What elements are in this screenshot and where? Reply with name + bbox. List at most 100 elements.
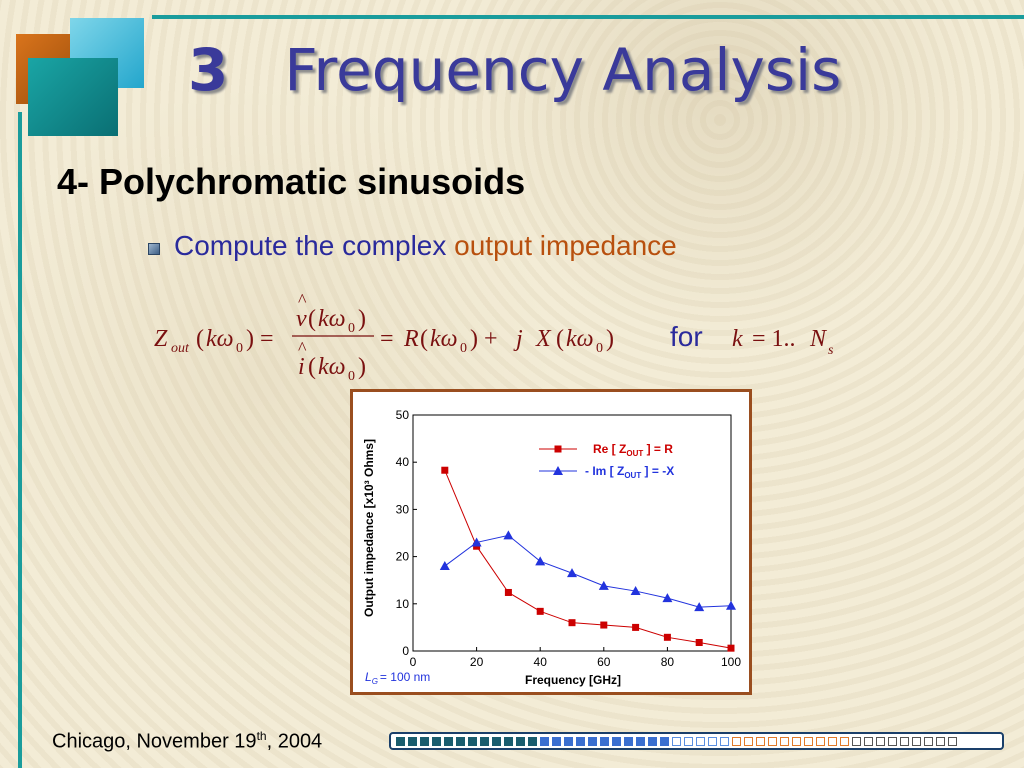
progress-cell	[876, 736, 885, 746]
progress-cell	[576, 736, 585, 746]
progress-cell	[804, 736, 813, 746]
progress-cell	[852, 736, 861, 746]
title-number: 3	[188, 36, 229, 104]
progress-cell	[528, 736, 537, 746]
progress-cell	[564, 736, 573, 746]
svg-text:): )	[358, 354, 366, 380]
svg-text:R: R	[403, 326, 419, 352]
svg-text:0: 0	[348, 321, 355, 336]
legend-label: - Im [ ZOUT ] = -X	[585, 464, 674, 480]
data-point-im	[630, 586, 641, 596]
progress-cell	[840, 736, 849, 746]
legend-marker	[554, 445, 562, 453]
x-tick-label: 60	[597, 655, 611, 669]
progress-cell	[816, 736, 825, 746]
progress-cell	[468, 736, 477, 746]
footer-suffix: , 2004	[266, 730, 323, 753]
svg-text:s: s	[828, 343, 834, 358]
series-line-re	[444, 470, 732, 649]
data-point-re	[727, 644, 735, 652]
progress-cell	[612, 736, 621, 746]
y-tick-label: 0	[402, 644, 409, 658]
progress-cell	[924, 736, 933, 746]
data-point-re	[600, 621, 608, 629]
progress-cell	[684, 736, 693, 746]
data-point-re	[695, 639, 703, 647]
svg-text:(: (	[420, 326, 428, 352]
data-point-im	[598, 580, 609, 590]
data-point-im	[471, 537, 482, 547]
series-line-im	[444, 534, 732, 608]
footer-sup: th	[256, 729, 267, 743]
svg-text:kω: kω	[318, 306, 346, 332]
for-label: for	[670, 321, 703, 352]
progress-cell	[732, 736, 741, 746]
progress-cell	[444, 736, 453, 746]
progress-cell	[948, 736, 957, 746]
data-point-im	[694, 602, 705, 612]
progress-cell	[756, 736, 765, 746]
plot-area-frame	[412, 414, 732, 652]
data-point-re	[663, 633, 671, 641]
progress-cell	[588, 736, 597, 746]
svg-text:j: j	[513, 326, 523, 352]
svg-text:(: (	[308, 306, 316, 332]
progress-cell	[456, 736, 465, 746]
decor-square-teal	[28, 58, 118, 136]
svg-text:) +: ) +	[470, 326, 498, 352]
progress-cell	[864, 736, 873, 746]
progress-cell	[432, 736, 441, 746]
svg-text:(: (	[308, 354, 316, 380]
progress-cell	[540, 736, 549, 746]
svg-text:X: X	[535, 326, 552, 352]
svg-text:kω: kω	[318, 354, 346, 380]
svg-text:kω: kω	[430, 326, 458, 352]
k-range-equation: k = 1.. N s	[732, 326, 834, 358]
progress-cell	[912, 736, 921, 746]
svg-text:N: N	[809, 326, 828, 352]
progress-cell	[768, 736, 777, 746]
progress-cell	[780, 736, 789, 746]
progress-cell	[504, 736, 513, 746]
data-point-im	[567, 568, 577, 578]
svg-text:=: =	[380, 326, 394, 352]
progress-cell	[660, 736, 669, 746]
lg-annotation: LG = 100 nm	[365, 670, 430, 686]
slide-progress-bar	[389, 732, 1004, 750]
svg-text:0: 0	[596, 341, 603, 356]
data-point-re	[504, 588, 512, 596]
progress-cell	[792, 736, 801, 746]
legend-marker	[553, 466, 563, 475]
title-text: Frequency Analysis	[284, 36, 842, 104]
data-point-re	[441, 466, 449, 474]
svg-text:i: i	[298, 354, 305, 380]
legend-label: Re [ ZOUT ] = R	[593, 442, 673, 458]
x-axis-label: Frequency [GHz]	[525, 673, 621, 687]
chart-svg: 0 20 40 60 80 100 0 10 20 30 40 50 Re [ ZOUT ] = R -…	[362, 408, 741, 687]
svg-text:(: (	[196, 326, 204, 352]
svg-text:): )	[606, 326, 614, 352]
progress-cell	[636, 736, 645, 746]
y-tick-label: 50	[396, 408, 410, 422]
data-point-re	[632, 623, 640, 631]
progress-cell	[516, 736, 525, 746]
svg-text:Z: Z	[154, 326, 168, 352]
svg-text:0: 0	[460, 341, 467, 356]
footer-date: Chicago, November 19th, 2004	[52, 729, 322, 754]
x-tick-label: 20	[470, 655, 484, 669]
svg-text:kω: kω	[206, 326, 234, 352]
data-point-im	[662, 593, 673, 603]
progress-cell	[672, 736, 681, 746]
progress-cell	[720, 736, 729, 746]
svg-text:(: (	[556, 326, 564, 352]
progress-cell	[900, 736, 909, 746]
progress-cell	[552, 736, 561, 746]
impedance-equation: Z out ( kω 0 ) = ^ v ( kω 0 ) ^ i ( kω 0…	[154, 292, 614, 384]
data-point-im	[535, 556, 546, 566]
progress-cell	[744, 736, 753, 746]
svg-text:0: 0	[348, 369, 355, 384]
x-tick-label: 0	[410, 655, 417, 669]
bullet-square-icon	[148, 243, 160, 255]
svg-text:= 1..: = 1..	[752, 326, 796, 352]
progress-cell	[480, 736, 489, 746]
